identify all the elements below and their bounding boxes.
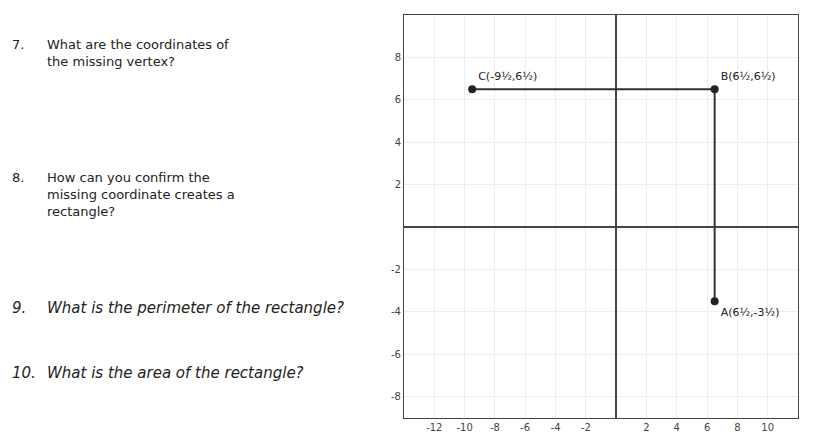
svg-text:-10: -10	[456, 422, 472, 433]
svg-text:2: 2	[395, 179, 401, 190]
svg-text:10.: 10.	[12, 364, 36, 382]
svg-text:-4: -4	[551, 422, 561, 433]
svg-text:-6: -6	[391, 349, 401, 360]
svg-text:C(-9½,6½): C(-9½,6½)	[478, 70, 537, 83]
svg-text:10: 10	[761, 422, 774, 433]
svg-text:-8: -8	[490, 422, 500, 433]
svg-text:B(6½,6½): B(6½,6½)	[721, 70, 776, 83]
svg-text:-12: -12	[426, 422, 442, 433]
svg-text:How can you confirm themissing: How can you confirm themissing coordinat…	[47, 170, 235, 219]
svg-text:-6: -6	[520, 422, 530, 433]
svg-text:-2: -2	[581, 422, 591, 433]
svg-text:A(6½,-3½): A(6½,-3½)	[721, 306, 780, 319]
svg-text:7.: 7.	[12, 37, 24, 52]
svg-text:6: 6	[704, 422, 710, 433]
svg-text:2: 2	[643, 422, 649, 433]
svg-text:8.: 8.	[12, 170, 24, 185]
svg-text:4: 4	[674, 422, 680, 433]
svg-text:8: 8	[395, 52, 401, 63]
svg-text:4: 4	[395, 137, 401, 148]
svg-text:What is the area of the rectan: What is the area of the rectangle?	[47, 364, 304, 382]
svg-text:-8: -8	[391, 391, 401, 402]
svg-text:9.: 9.	[12, 299, 26, 317]
svg-text:What is the perimeter of the r: What is the perimeter of the rectangle?	[47, 299, 344, 317]
svg-text:-4: -4	[391, 306, 401, 317]
svg-text:6: 6	[395, 94, 401, 105]
svg-text:What are the coordinates ofthe: What are the coordinates ofthe missing v…	[47, 37, 229, 69]
svg-text:-2: -2	[391, 264, 401, 275]
svg-text:8: 8	[734, 422, 740, 433]
